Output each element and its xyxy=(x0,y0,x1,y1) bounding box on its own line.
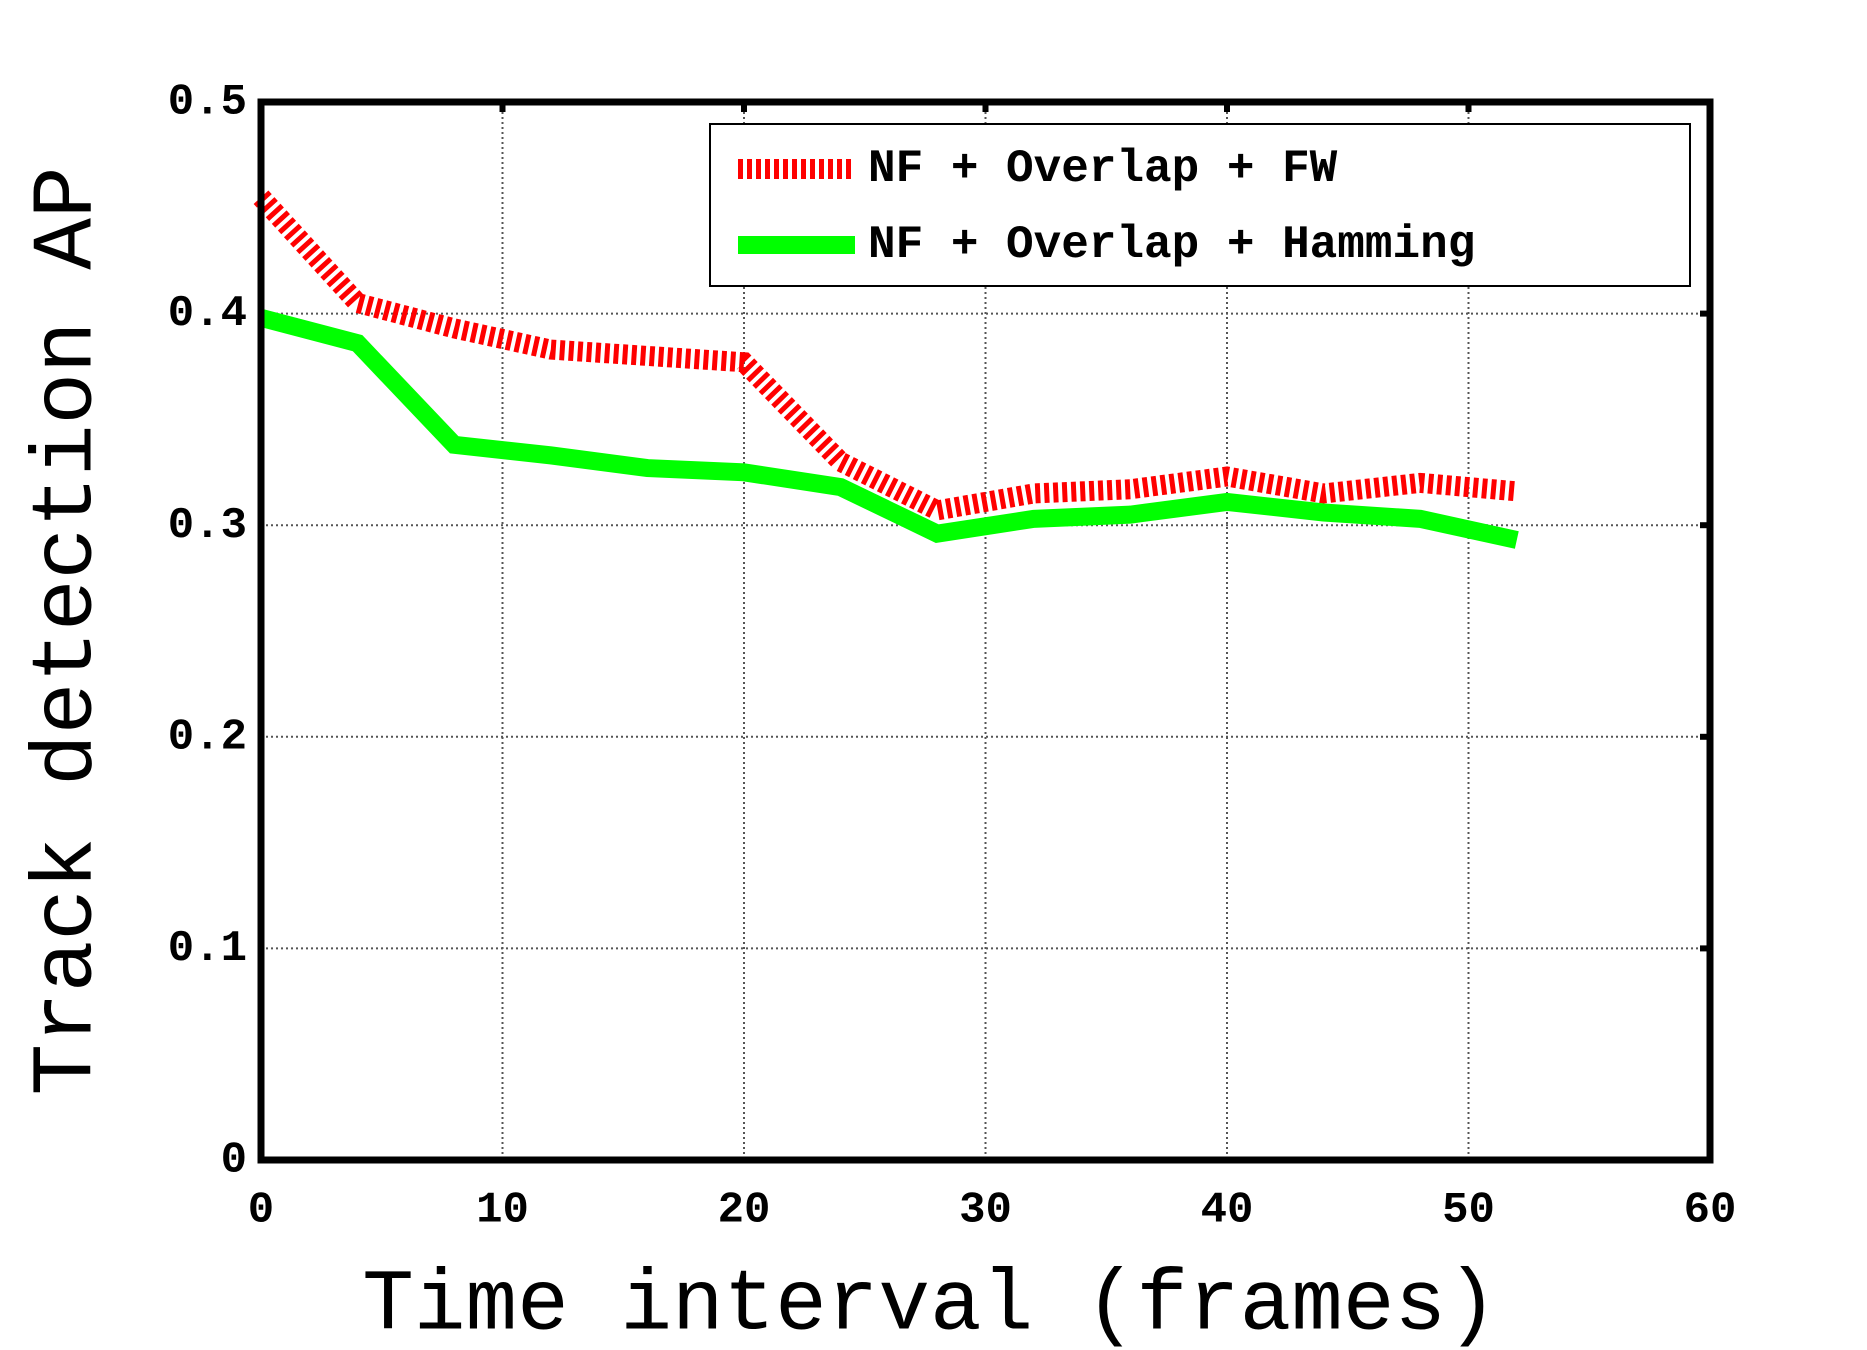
legend-box xyxy=(709,123,1691,287)
y-tick-label: 0.3 xyxy=(168,501,247,551)
data-line xyxy=(258,309,1519,549)
legend-label: NF + Overlap + FW xyxy=(868,143,1338,195)
x-tick-label: 20 xyxy=(718,1186,771,1236)
x-tick-label: 40 xyxy=(1201,1186,1254,1236)
y-tick-label: 0.5 xyxy=(168,78,247,128)
x-tick-label: 60 xyxy=(1684,1186,1737,1236)
x-axis-label: Time interval (frames) xyxy=(362,1257,1497,1350)
x-tick-label: 50 xyxy=(1442,1186,1495,1236)
data-line xyxy=(253,190,1518,521)
y-tick-label: 0.1 xyxy=(168,924,247,974)
y-tick-label: 0.2 xyxy=(168,712,247,762)
y-tick-label: 0 xyxy=(221,1136,247,1186)
x-tick-label: 10 xyxy=(476,1186,529,1236)
y-tick-label: 0.4 xyxy=(168,289,247,339)
plot-frame xyxy=(257,98,1714,1164)
y-axis-label: Track detection AP xyxy=(19,167,117,1096)
x-tick-label: 0 xyxy=(248,1186,274,1236)
x-tick-label: 30 xyxy=(959,1186,1012,1236)
legend-label: NF + Overlap + Hamming xyxy=(868,219,1475,271)
legend: NF + Overlap + FW NF + Overlap + Hamming xyxy=(709,123,1691,287)
